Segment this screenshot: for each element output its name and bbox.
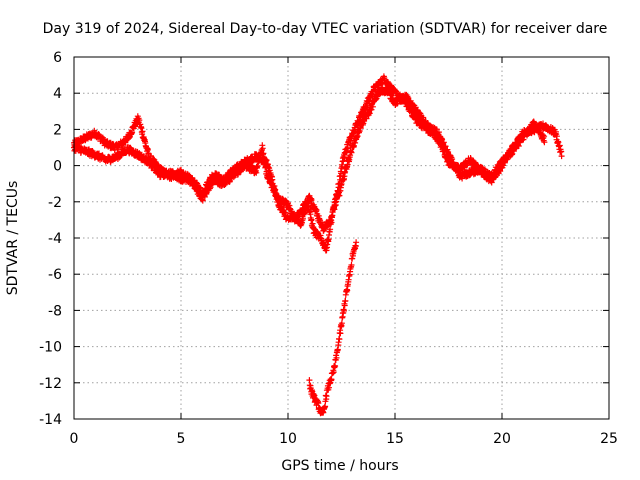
y-tick-label: 4 (53, 86, 62, 102)
y-tick-label: -14 (39, 412, 62, 428)
series-markers (71, 73, 565, 234)
grid-lines (74, 57, 609, 419)
x-tick-label: 20 (493, 431, 511, 447)
x-tick-label: 5 (177, 431, 186, 447)
axis-ticks: 0 5 10 15 20 25 -14 -12 -10 -8 -6 -4 -2 0 2 4 6 (39, 50, 618, 447)
y-tick-label: -8 (48, 303, 62, 319)
y-tick-label: -10 (39, 340, 62, 356)
y-tick-label: 6 (53, 50, 62, 66)
y-tick-label: -6 (48, 267, 62, 283)
y-tick-label: 2 (53, 122, 62, 138)
x-axis-label: GPS time / hours (281, 458, 398, 474)
y-tick-label: -12 (39, 376, 62, 392)
x-tick-label: 0 (70, 431, 79, 447)
x-tick-label: 10 (279, 431, 297, 447)
series-track-c (306, 239, 360, 417)
series-track-a (71, 73, 565, 234)
y-tick-label: 0 (53, 159, 62, 175)
y-tick-label: -4 (48, 231, 62, 247)
x-tick-label: 25 (600, 431, 618, 447)
y-axis-label: SDTVAR / TECUs (5, 181, 21, 296)
series-markers (71, 84, 548, 254)
data-series (71, 73, 565, 417)
y-tick-label: -2 (48, 195, 62, 211)
series-track-b (71, 84, 548, 254)
x-tick-label: 15 (386, 431, 404, 447)
chart-title: Day 319 of 2024, Sidereal Day-to-day VTE… (43, 21, 608, 37)
series-markers (306, 239, 360, 417)
